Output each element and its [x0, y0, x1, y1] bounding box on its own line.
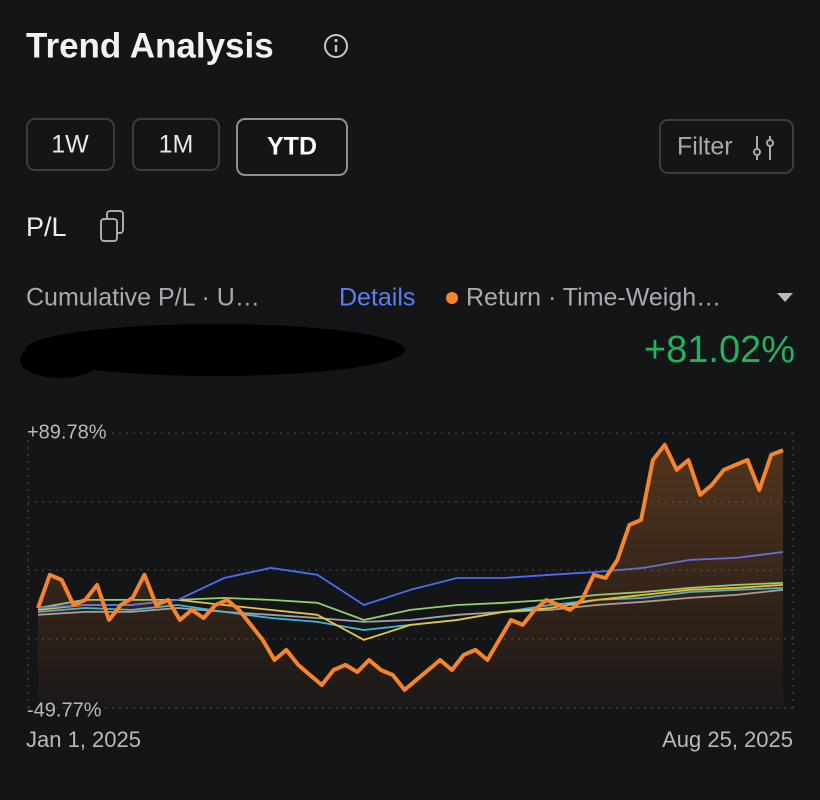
filter-icon[interactable] [753, 136, 774, 160]
series-line [36, 442, 784, 692]
metric-label[interactable]: Cumulative P/L · U… [26, 284, 260, 312]
filter-label[interactable]: Filter [677, 133, 733, 161]
section-label: P/L [26, 212, 67, 242]
y-tick-label: +89.78% [27, 421, 107, 443]
area-fill [38, 444, 783, 708]
range-button-label[interactable]: YTD [267, 133, 317, 161]
range-button-selected[interactable] [236, 118, 348, 176]
range-button-label[interactable]: 1M [159, 131, 194, 159]
return-label[interactable]: Return · Time-Weigh… [466, 284, 721, 312]
range-button[interactable] [26, 118, 115, 171]
info-icon[interactable] [324, 34, 348, 58]
plot: +89.78%-49.77%Jan 1, 2025 Aug 25, 2025 [25, 419, 793, 752]
range-button[interactable] [132, 118, 220, 171]
x-tick-label: Aug 25, 2025 [662, 727, 793, 752]
range-button-label[interactable]: 1W [51, 131, 89, 159]
return-value: +81.02% [644, 329, 795, 371]
redacted [20, 324, 405, 378]
x-tick-label: Jan 1, 2025 [26, 727, 141, 752]
return-dot [446, 292, 458, 304]
dropdown-arrow[interactable] [777, 293, 793, 302]
copy-icon[interactable] [100, 210, 124, 242]
page-title: Trend Analysis [26, 26, 274, 65]
details-link[interactable]: Details [339, 284, 415, 312]
filter-button[interactable] [659, 119, 794, 174]
